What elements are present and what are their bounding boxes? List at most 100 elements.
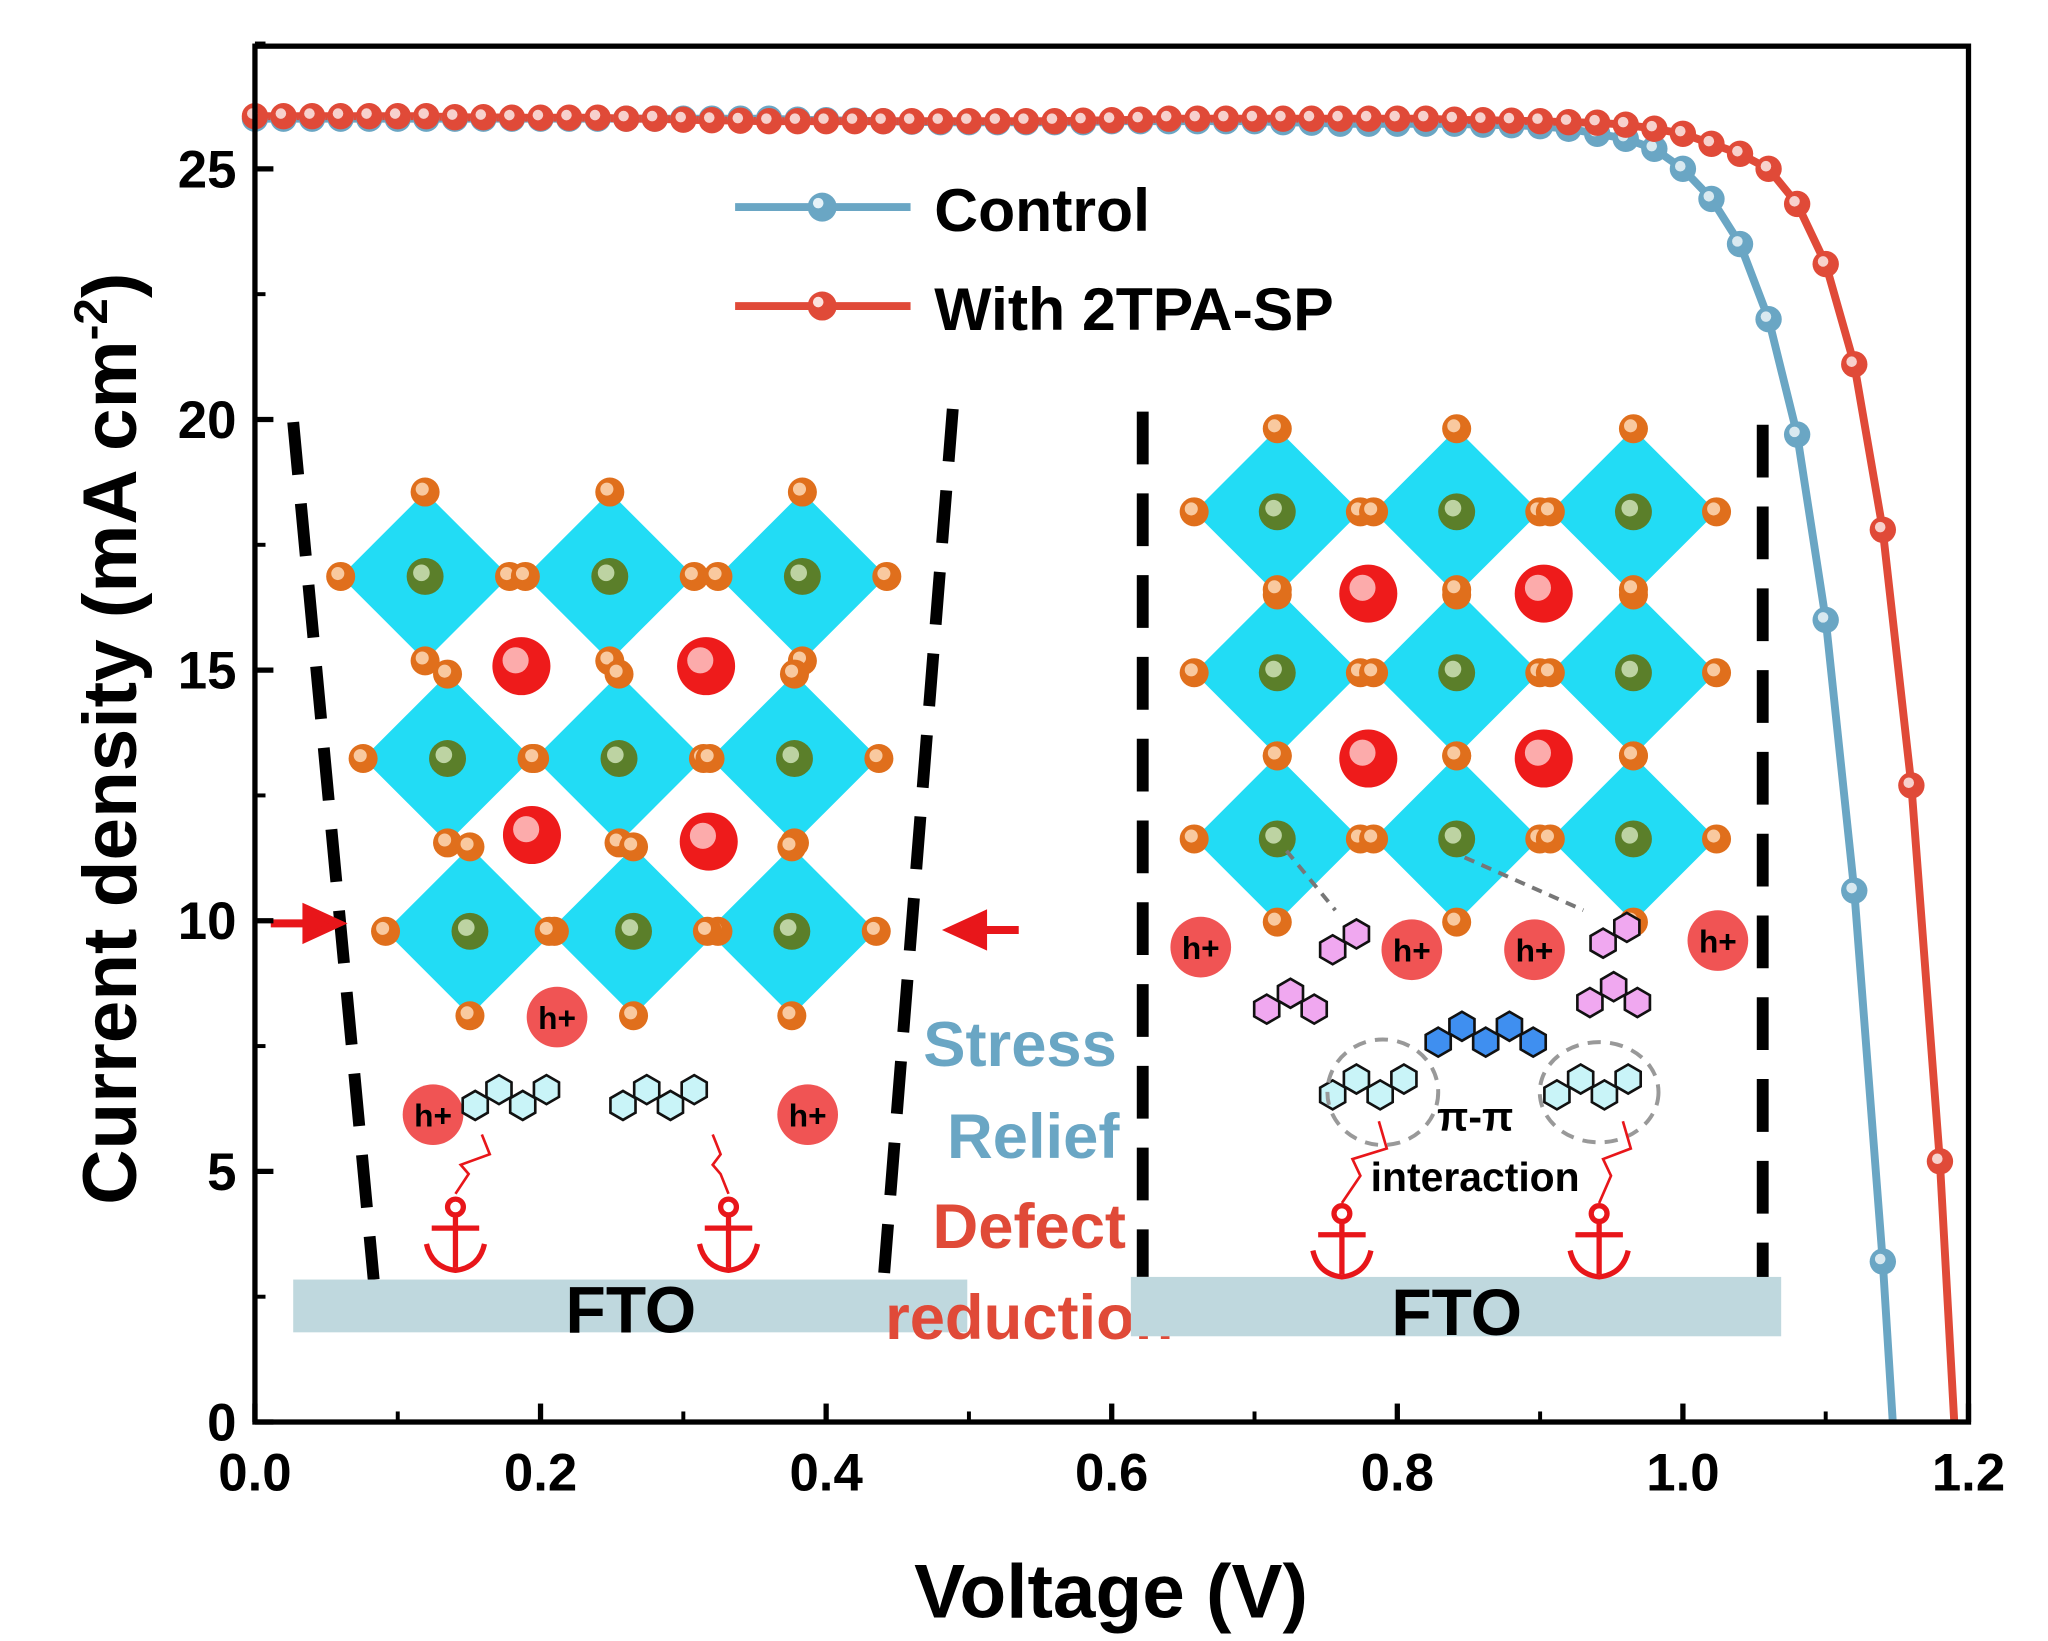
data-point-highlight: [1874, 1253, 1886, 1265]
inset-illustration: FTO h+ h+ h+ Stress Relief Defect reduction FTO h…: [270, 408, 1782, 1353]
x-tick-label: 0.6: [1075, 1444, 1148, 1503]
hole-label: h+: [1699, 923, 1737, 959]
x-site-ball-highlight: [460, 1006, 474, 1020]
data-point-highlight: [1903, 777, 1915, 789]
anchor-icon: [1567, 1203, 1631, 1280]
b-site-ball-highlight: [779, 919, 797, 936]
x-axis-title: Voltage (V): [914, 1549, 1308, 1634]
data-point-highlight: [1932, 1153, 1943, 1165]
anchor-ring: [444, 1196, 467, 1218]
data-point-highlight: [675, 111, 686, 123]
data-point-highlight: [1646, 120, 1657, 132]
molecule-ring: [1599, 970, 1628, 1003]
data-point-highlight: [1275, 110, 1286, 122]
x-site-ball-highlight: [438, 833, 452, 847]
data-point-highlight: [732, 112, 744, 124]
relief-label: Relief: [947, 1102, 1120, 1172]
y-tick-label: 0: [207, 1393, 236, 1452]
molecule-ring: [1519, 1026, 1548, 1059]
hole-label: h+: [414, 1098, 452, 1134]
pi-stacking-ellipse: [1537, 1040, 1661, 1145]
alkyl-chain: [1597, 1120, 1633, 1204]
x-site-ball-highlight: [624, 1006, 638, 1020]
x-site-ball-highlight: [1624, 580, 1638, 594]
a-site-ball-highlight: [502, 647, 529, 674]
data-point-highlight: [504, 109, 515, 121]
data-point-highlight: [1417, 110, 1429, 122]
b-site-ball-highlight: [782, 746, 800, 764]
x-site-ball-highlight: [1364, 502, 1378, 516]
data-point-highlight: [1189, 110, 1201, 122]
x-site-ball-highlight: [460, 837, 474, 851]
data-point-highlight: [1760, 311, 1772, 322]
molecule-ring: [1342, 917, 1371, 950]
data-point-highlight: [446, 109, 458, 120]
x-site-ball-highlight: [1707, 663, 1721, 677]
x-site-ball-highlight: [877, 567, 891, 581]
anchor-arms: [1310, 1249, 1374, 1280]
pi-pi-label: π-π: [1437, 1093, 1513, 1139]
x-site-ball-highlight: [500, 567, 514, 581]
b-site-ball-highlight: [1265, 660, 1282, 678]
x-site-ball-highlight: [866, 921, 880, 935]
data-point-highlight: [1218, 110, 1229, 122]
molecule-ring: [485, 1073, 513, 1106]
fto-substrate-left: [293, 1279, 968, 1333]
a-site-ball-highlight: [687, 647, 714, 674]
b-site-ball-highlight: [1444, 660, 1462, 678]
molecule-ring: [508, 1089, 537, 1122]
anchor-arms: [1567, 1249, 1631, 1280]
data-point-highlight: [1332, 110, 1343, 122]
data-point-highlight: [1817, 256, 1829, 267]
x-tick-label: 1.2: [1932, 1444, 2005, 1503]
anchor-icon: [1310, 1203, 1374, 1280]
data-point-highlight: [1732, 145, 1743, 157]
x-site-ball-highlight: [785, 664, 799, 678]
hole-label: h+: [538, 1000, 576, 1036]
molecule-ring: [1448, 1010, 1476, 1043]
x-site-ball-highlight: [1267, 419, 1281, 433]
molecule-ring: [632, 1073, 661, 1106]
hole-label: h+: [1393, 933, 1431, 969]
x-site-ball-highlight: [1364, 663, 1378, 677]
x-site-ball-highlight: [684, 567, 698, 581]
x-site-ball-highlight: [1540, 829, 1554, 843]
data-point-highlight: [1817, 612, 1829, 623]
molecule-ring: [1495, 1010, 1524, 1043]
molecule-ring: [1612, 911, 1641, 944]
stress-label: Stress: [923, 1010, 1117, 1080]
b-site-ball-highlight: [790, 564, 808, 582]
y-axis-title-superscript: -2: [65, 298, 118, 340]
data-point-highlight: [361, 108, 372, 119]
data-point-highlight: [903, 113, 915, 124]
y-axis-title: Current density (mA cm-2): [65, 273, 153, 1205]
b-site-ball-highlight: [1621, 660, 1639, 678]
data-point-highlight: [1703, 191, 1715, 202]
data-point-highlight: [703, 112, 715, 123]
hole-label: h+: [1516, 933, 1554, 969]
x-site-ball-highlight: [331, 567, 345, 581]
data-point-highlight: [761, 113, 772, 124]
x-tick-label: 1.0: [1646, 1444, 1719, 1503]
x-site-ball-highlight: [1267, 912, 1281, 926]
data-point-highlight: [1560, 114, 1572, 125]
x-site-ball-highlight: [525, 749, 539, 763]
data-point-highlight: [1132, 111, 1143, 123]
data-point-highlight: [1846, 356, 1857, 367]
x-site-ball-highlight: [782, 837, 796, 851]
fto-label-left: FTO: [566, 1272, 697, 1346]
b-site-ball-highlight: [607, 746, 624, 764]
molecule-ring: [1318, 933, 1347, 966]
data-point-highlight: [646, 110, 658, 122]
anchor-icon: [696, 1196, 761, 1273]
arrow-left-icon: [941, 909, 1019, 951]
b-site-ball-highlight: [1621, 826, 1639, 844]
boundary-dashed-line: [287, 421, 380, 1281]
y-tick-label: 5: [207, 1143, 236, 1202]
molecule-ring: [1318, 1078, 1347, 1111]
x-tick-label: 0.0: [218, 1444, 291, 1503]
x-site-ball-highlight: [1184, 502, 1198, 516]
b-site-ball-highlight: [597, 564, 615, 582]
interaction-label: interaction: [1371, 1154, 1580, 1200]
